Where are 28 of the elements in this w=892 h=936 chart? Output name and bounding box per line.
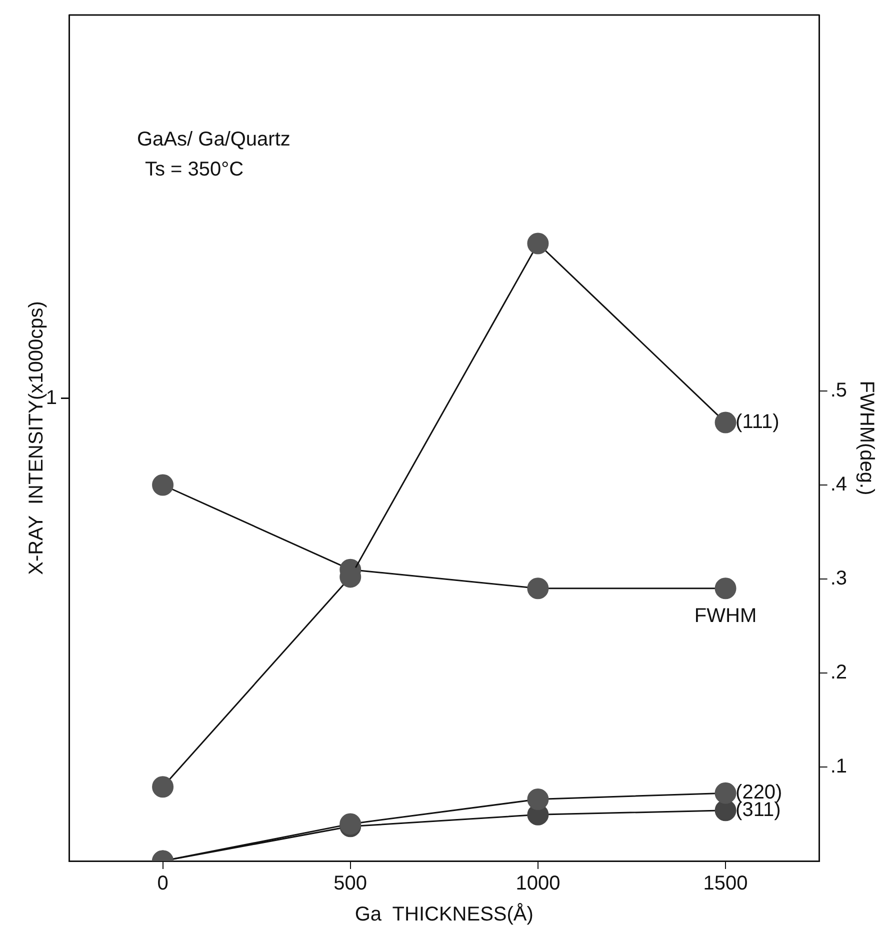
point [152, 474, 174, 496]
point [714, 782, 736, 804]
point [527, 788, 549, 810]
y2-tick-label: .5 [830, 380, 848, 402]
x-tick-label: 1500 [703, 872, 748, 895]
series-label: (111) [736, 411, 780, 434]
y2-tick-label: .3 [830, 568, 848, 590]
series-label: (220) [736, 782, 782, 804]
text: Ts = 350°C [145, 158, 244, 181]
y2-axis-title: FWHM(deg.) [855, 380, 878, 496]
x-axis-title: Ga THICKNESS(Å) [354, 902, 534, 926]
text: GaAs/ Ga/Quartz [137, 128, 290, 151]
y2-tick-label: .2 [830, 662, 848, 684]
series-label: FWHM [694, 604, 757, 627]
x-tick-label: 500 [334, 872, 368, 895]
point [340, 566, 362, 588]
point [527, 578, 549, 600]
y-axis-title: X-RAY INTENSITY(x1000cps) [26, 301, 48, 575]
x-tick-label: 1000 [516, 872, 560, 895]
y2-tick-label: .4 [830, 474, 848, 496]
point [714, 412, 736, 434]
point [714, 578, 736, 600]
point [714, 800, 736, 822]
text: 1 [46, 386, 57, 409]
x-tick-label: 0 [157, 872, 168, 895]
point [152, 776, 174, 798]
point [527, 232, 549, 254]
y2-tick-label: .1 [830, 756, 848, 778]
